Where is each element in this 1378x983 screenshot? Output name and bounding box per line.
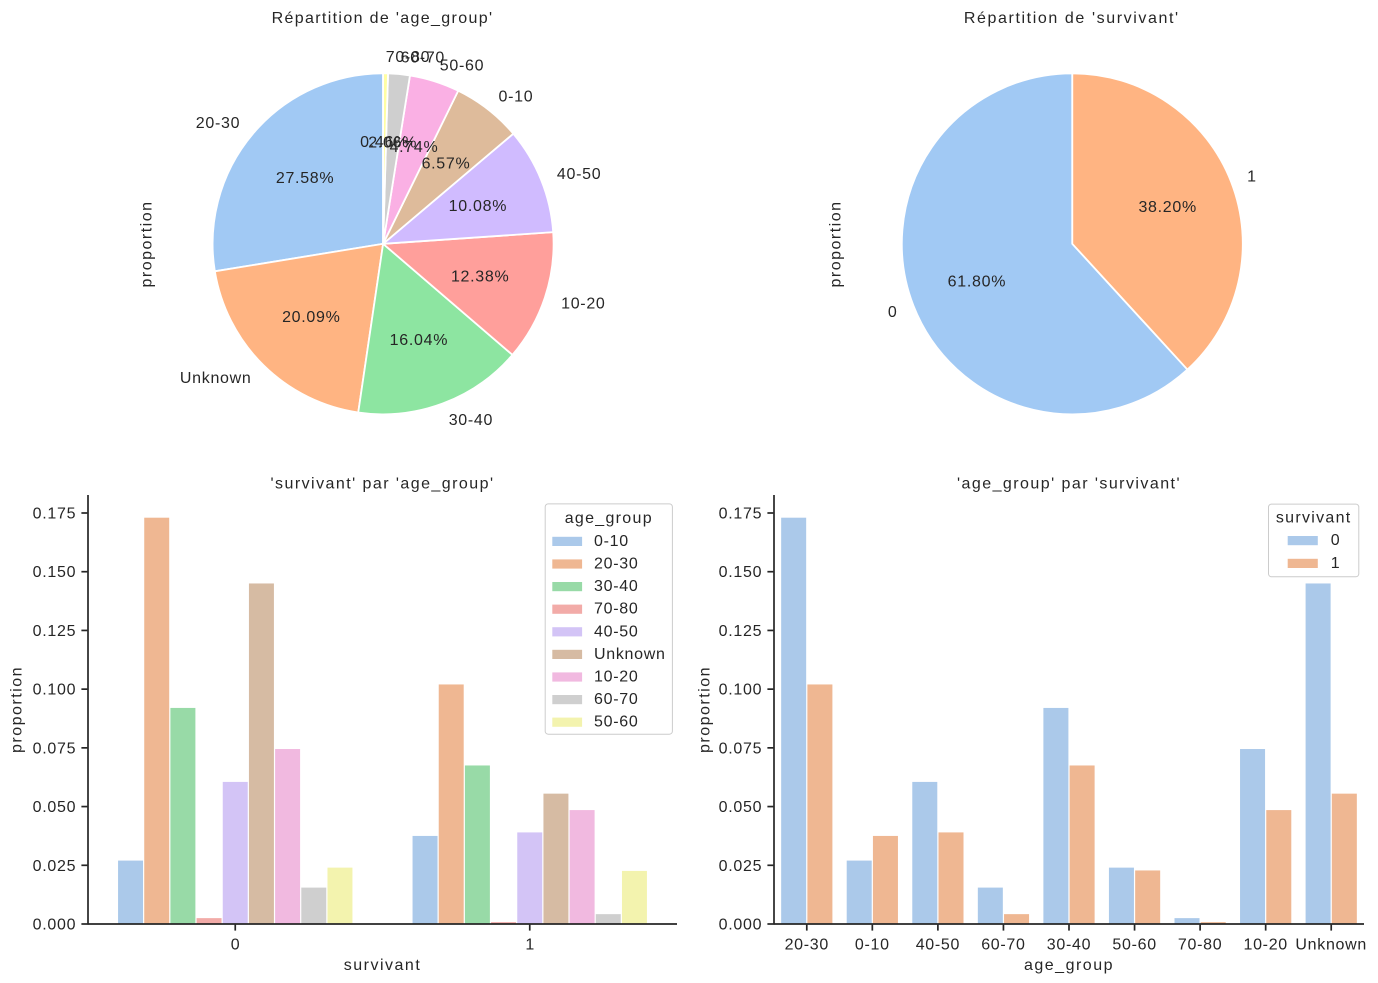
svg-text:Unknown: Unknown	[594, 646, 666, 663]
svg-text:60-70: 60-70	[981, 937, 1025, 954]
svg-text:1: 1	[1247, 168, 1257, 185]
svg-text:38.20%: 38.20%	[1138, 199, 1196, 216]
svg-text:Répartition de 'age_group': Répartition de 'age_group'	[272, 10, 494, 27]
svg-text:20.09%: 20.09%	[282, 309, 340, 326]
svg-text:proportion: proportion	[9, 666, 26, 753]
svg-text:'survivant' par 'age_group': 'survivant' par 'age_group'	[271, 476, 495, 493]
svg-text:0.000: 0.000	[719, 917, 763, 934]
svg-text:70-80: 70-80	[386, 49, 430, 66]
svg-text:12.38%: 12.38%	[451, 269, 509, 286]
svg-text:60-70: 60-70	[401, 50, 445, 67]
svg-text:0.025: 0.025	[33, 858, 77, 875]
svg-text:0.175: 0.175	[719, 506, 763, 523]
svg-text:30-40: 30-40	[1047, 937, 1091, 954]
svg-text:10-20: 10-20	[594, 669, 638, 686]
svg-text:30-40: 30-40	[449, 412, 493, 429]
svg-text:0.150: 0.150	[719, 564, 763, 581]
svg-text:survivant: survivant	[344, 957, 422, 974]
svg-text:0.100: 0.100	[33, 682, 77, 699]
svg-text:0.46%: 0.46%	[360, 134, 409, 151]
svg-text:20-30: 20-30	[594, 556, 638, 573]
svg-text:0: 0	[231, 937, 240, 954]
svg-text:4.74%: 4.74%	[390, 139, 439, 156]
svg-text:27.58%: 27.58%	[276, 170, 334, 187]
svg-text:0.050: 0.050	[33, 799, 77, 816]
svg-text:6.57%: 6.57%	[422, 156, 471, 173]
svg-text:40-50: 40-50	[916, 937, 960, 954]
svg-text:1: 1	[1331, 555, 1340, 572]
svg-text:30-40: 30-40	[594, 578, 638, 595]
svg-text:proportion: proportion	[139, 200, 156, 287]
svg-text:0.125: 0.125	[719, 623, 763, 640]
svg-text:20-30: 20-30	[196, 115, 240, 132]
svg-text:0-10: 0-10	[855, 937, 890, 954]
svg-text:0.050: 0.050	[719, 799, 763, 816]
svg-text:0: 0	[888, 304, 898, 321]
svg-text:50-60: 50-60	[440, 58, 484, 75]
svg-text:age_group: age_group	[1024, 957, 1114, 974]
svg-text:2.06%: 2.06%	[368, 134, 417, 151]
svg-text:61.80%: 61.80%	[948, 273, 1006, 290]
svg-text:age_group: age_group	[565, 510, 653, 527]
svg-text:60-70: 60-70	[594, 691, 638, 708]
svg-text:Unknown: Unknown	[180, 370, 252, 387]
svg-text:'age_group' par 'survivant': 'age_group' par 'survivant'	[957, 476, 1181, 493]
svg-text:20-30: 20-30	[785, 937, 829, 954]
svg-text:0: 0	[1331, 532, 1340, 549]
svg-text:proportion: proportion	[828, 200, 845, 287]
svg-text:40-50: 40-50	[594, 623, 638, 640]
svg-text:Unknown: Unknown	[1295, 937, 1367, 954]
svg-text:10.08%: 10.08%	[449, 198, 507, 215]
svg-text:40-50: 40-50	[557, 166, 601, 183]
svg-text:0.175: 0.175	[33, 506, 77, 523]
svg-text:0.000: 0.000	[33, 917, 77, 934]
svg-text:0.125: 0.125	[33, 623, 77, 640]
svg-text:0-10: 0-10	[594, 533, 629, 550]
svg-text:1: 1	[525, 937, 534, 954]
svg-text:0.025: 0.025	[719, 858, 763, 875]
svg-text:10-20: 10-20	[1243, 937, 1287, 954]
svg-text:50-60: 50-60	[594, 714, 638, 731]
svg-text:16.04%: 16.04%	[390, 332, 448, 349]
svg-text:survivant: survivant	[1276, 509, 1352, 526]
svg-text:0.150: 0.150	[33, 564, 77, 581]
svg-text:0.075: 0.075	[719, 740, 763, 757]
svg-text:proportion: proportion	[697, 666, 714, 753]
svg-text:70-80: 70-80	[594, 601, 638, 618]
svg-text:0.075: 0.075	[33, 740, 77, 757]
svg-text:50-60: 50-60	[1112, 937, 1156, 954]
svg-text:70-80: 70-80	[1178, 937, 1222, 954]
svg-text:Répartition de 'survivant': Répartition de 'survivant'	[964, 10, 1180, 27]
svg-text:10-20: 10-20	[561, 295, 605, 312]
svg-text:0-10: 0-10	[499, 88, 534, 105]
svg-text:0.100: 0.100	[719, 682, 763, 699]
